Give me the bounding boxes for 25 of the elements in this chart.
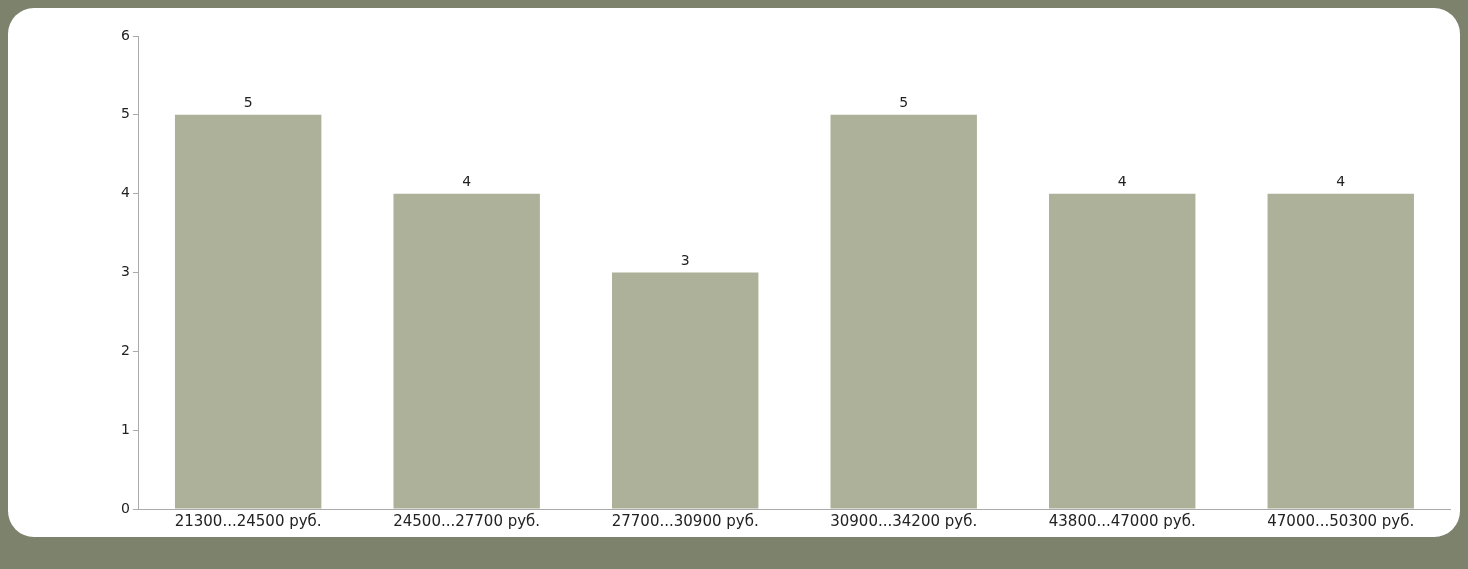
y-tick-label: 3 <box>120 263 130 280</box>
bar <box>1267 193 1414 509</box>
bar <box>611 272 759 509</box>
y-tick-label: 6 <box>120 26 130 43</box>
y-tick-label: 2 <box>120 341 130 358</box>
bar <box>393 193 540 509</box>
y-tick-label: 0 <box>120 499 130 516</box>
x-tick-label: 47000...50300 руб. <box>1267 511 1415 530</box>
y-tick-label: 4 <box>120 184 130 201</box>
bar <box>174 114 322 509</box>
x-tick-label: 24500...27700 руб. <box>393 511 541 530</box>
data-label: 5 <box>243 94 253 111</box>
data-label: 3 <box>680 252 690 269</box>
data-label: 4 <box>462 173 472 190</box>
x-tick-label: 21300...24500 руб. <box>174 511 322 530</box>
bar <box>1049 193 1196 509</box>
y-tick-label: 1 <box>120 420 130 437</box>
y-tick-label: 5 <box>120 105 130 122</box>
data-label: 4 <box>1336 173 1346 190</box>
x-tick-label: 30900...34200 руб. <box>830 511 978 530</box>
x-tick-label: 27700...30900 руб. <box>611 511 759 530</box>
data-label: 4 <box>1117 173 1127 190</box>
bar <box>830 114 977 509</box>
x-tick-label: 43800...47000 руб. <box>1048 511 1196 530</box>
data-label: 5 <box>899 94 909 111</box>
